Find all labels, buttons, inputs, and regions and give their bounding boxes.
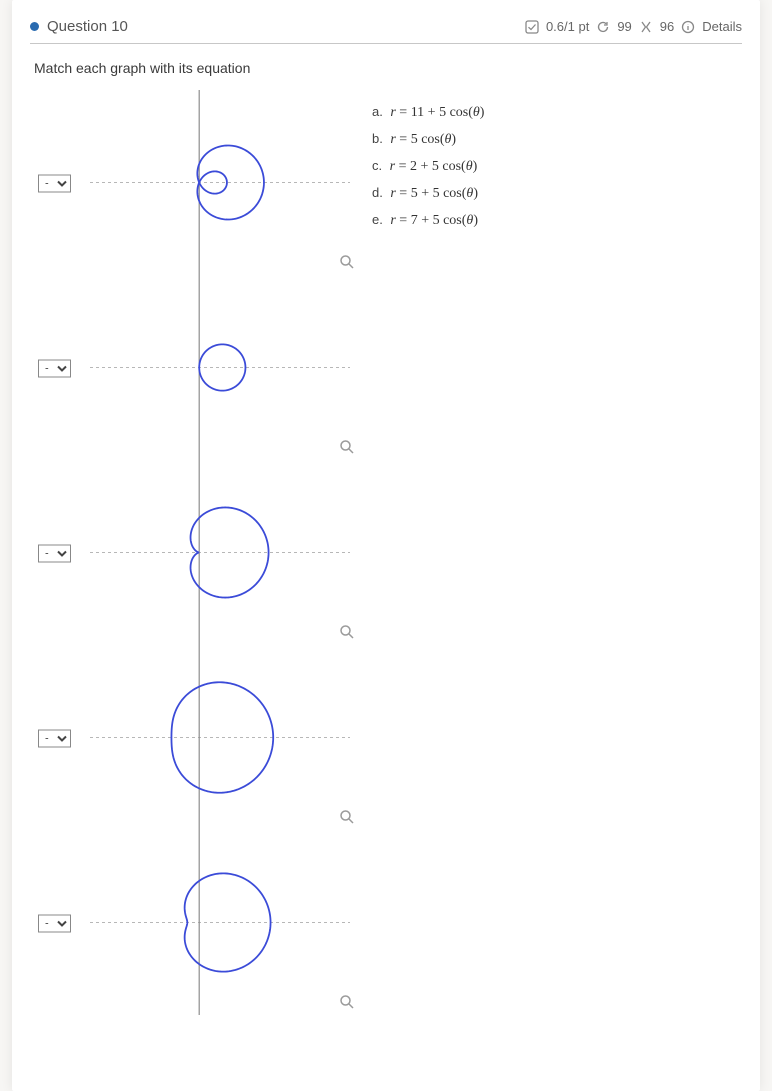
status-dot-icon xyxy=(30,22,39,31)
attempts-icon xyxy=(639,20,653,34)
answer-choice: b. r = 5 cos(θ) xyxy=(372,131,484,148)
match-select[interactable]: -abcde xyxy=(38,729,71,747)
polar-plot xyxy=(90,460,350,645)
score-group: 0.6/1 pt 99 96 Details xyxy=(525,19,742,34)
graph-column: -abcde -abcde -abcde -abcde -abcde xyxy=(30,90,360,1015)
graph-block: -abcde xyxy=(30,460,360,645)
polar-plot xyxy=(90,275,350,460)
retry-count: 99 xyxy=(617,19,631,34)
polar-plot xyxy=(90,90,350,275)
zoom-icon[interactable] xyxy=(338,253,356,271)
question-title: Question 10 xyxy=(47,18,128,35)
attempts-count: 96 xyxy=(660,19,674,34)
match-select[interactable]: -abcde xyxy=(38,174,71,192)
polar-plot xyxy=(90,830,350,1015)
polar-plot xyxy=(90,645,350,830)
answer-choice: a. r = 11 + 5 cos(θ) xyxy=(372,104,484,121)
graph-block: -abcde xyxy=(30,275,360,460)
match-select[interactable]: -abcde xyxy=(38,544,71,562)
details-button[interactable]: Details xyxy=(702,19,742,34)
question-container: Question 10 0.6/1 pt 99 96 Details Match… xyxy=(12,0,760,1091)
score-text: 0.6/1 pt xyxy=(546,19,589,34)
retry-icon xyxy=(596,20,610,34)
zoom-icon[interactable] xyxy=(338,623,356,641)
answers-column: a. r = 11 + 5 cos(θ) b. r = 5 cos(θ) c. r … xyxy=(360,90,484,239)
question-prompt: Match each graph with its equation xyxy=(34,60,742,76)
title-wrap: Question 10 xyxy=(30,18,128,35)
match-select[interactable]: -abcde xyxy=(38,914,71,932)
info-icon xyxy=(681,20,695,34)
graph-block: -abcde xyxy=(30,90,360,275)
question-header: Question 10 0.6/1 pt 99 96 Details xyxy=(30,18,742,44)
answer-choice: d. r = 5 + 5 cos(θ) xyxy=(372,185,484,202)
graph-block: -abcde xyxy=(30,645,360,830)
zoom-icon[interactable] xyxy=(338,808,356,826)
checkbox-icon xyxy=(525,20,539,34)
match-select[interactable]: -abcde xyxy=(38,359,71,377)
question-body: -abcde -abcde -abcde -abcde -abcde a. r = 11… xyxy=(30,90,742,1015)
zoom-icon[interactable] xyxy=(338,993,356,1011)
graph-block: -abcde xyxy=(30,830,360,1015)
answer-choice: c. r = 2 + 5 cos(θ) xyxy=(372,158,484,175)
zoom-icon[interactable] xyxy=(338,438,356,456)
answer-choice: e. r = 7 + 5 cos(θ) xyxy=(372,212,484,229)
